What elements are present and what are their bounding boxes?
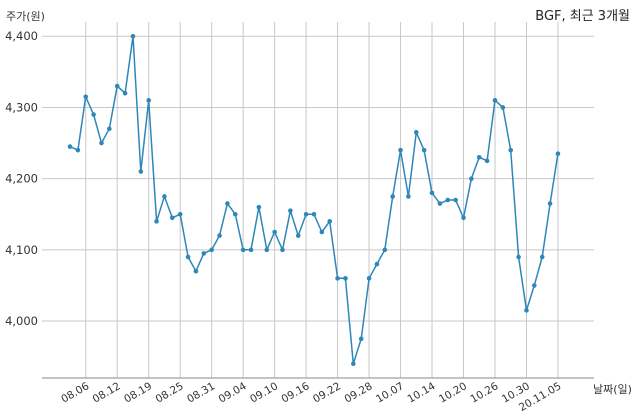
data-point [193,268,199,274]
data-point [162,194,167,199]
data-point [185,254,191,260]
y-tick-label: 4,400 [5,29,38,43]
y-tick-label: 4,000 [5,314,38,328]
data-point [437,201,443,206]
data-point [303,211,309,217]
x-tick-label: 08.19 [122,380,154,405]
data-point [272,229,277,235]
data-point [492,98,498,103]
data-point [146,98,151,103]
data-point [209,247,214,253]
data-point [201,251,207,256]
y-tick-label: 4,300 [5,100,38,114]
data-point [413,130,419,135]
data-point [516,254,521,260]
data-point [225,201,230,206]
data-point [280,247,285,253]
data-point [319,229,325,235]
data-point [288,208,293,213]
x-tick-label: 08.06 [59,380,91,406]
data-point [532,283,537,288]
data-point [114,83,120,89]
data-point [374,261,380,267]
data-point [476,154,482,160]
data-point [524,308,529,313]
data-point [500,105,506,110]
data-point [343,276,348,281]
data-point [327,219,333,224]
data-point [358,336,364,342]
x-tick-label: 09.28 [343,380,375,405]
x-tick-labels: 08.06 08.12 08.19 08.25 08.31 09.04 09.10 09.16… [59,380,563,414]
data-point [107,126,112,132]
data-point [508,147,514,153]
x-tick-label: 08.25 [154,380,186,405]
data-point [138,169,144,174]
x-tick-label: 10.26 [468,380,500,406]
data-point [264,247,270,253]
data-point [469,176,474,181]
x-tick-label: 10.20 [437,380,469,405]
data-points [67,33,561,367]
y-tick-label: 4,100 [5,243,38,257]
data-point [170,215,175,221]
data-point [484,158,490,164]
y-tick-label: 4,200 [5,172,38,186]
data-point [366,276,372,281]
x-tick-label: 10.07 [374,380,406,405]
data-point [555,151,561,157]
data-point [67,144,73,149]
data-point [461,215,466,221]
data-point [406,194,411,199]
data-point [240,247,246,253]
data-point [130,33,136,39]
x-tick-label: 08.12 [91,380,123,405]
data-point [311,211,317,217]
y-tick-labels: 4,000 4,100 4,200 4,300 4,400 [5,29,38,328]
data-point [122,90,128,96]
x-tick-label: 08.31 [185,380,217,405]
data-point [248,247,254,253]
data-point [429,190,435,196]
x-tick-label: 09.10 [248,380,280,405]
data-point [83,94,89,100]
data-point [256,204,262,210]
data-point [232,211,238,217]
data-point [382,247,388,253]
data-point [398,147,403,153]
y-axis-label: 주가(원) [6,10,45,23]
data-point [91,112,96,117]
data-point [445,197,451,203]
data-point [335,276,340,281]
data-point [75,147,81,153]
data-point [421,147,427,153]
data-point [295,233,301,238]
data-point [99,140,104,146]
data-point [547,201,553,206]
data-point [177,211,183,217]
x-tick-label: 10.14 [405,380,437,406]
data-point [539,254,545,260]
x-tick-label: 09.16 [280,380,312,406]
series-price [69,36,559,365]
x-axis-label: 날짜(일) [593,383,632,396]
data-point [154,219,159,224]
data-point [453,197,458,203]
series-line [69,36,559,365]
x-tick-label: 09.04 [217,380,249,406]
chart-title: BGF, 최근 3개월 [535,9,630,24]
data-point [390,194,395,199]
x-tick-label: 09.22 [311,380,343,405]
data-point [217,233,222,238]
data-point [351,361,356,367]
grid [42,22,594,379]
